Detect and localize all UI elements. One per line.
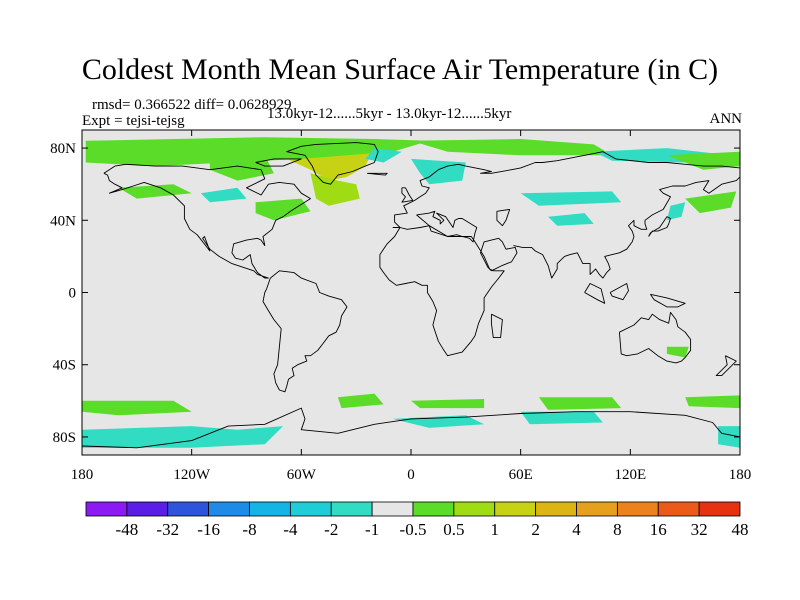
anomaly-region [718,426,740,448]
colorbar-swatch [535,501,577,517]
coastline [650,293,686,308]
colorbar-label: -32 [156,520,179,539]
x-tick-label: 180 [729,467,752,483]
coastline [392,151,740,228]
colorbar-swatch [126,501,169,517]
x-tick-label: 120W [173,467,211,483]
anomaly-region [666,346,689,358]
axis-ticks: 180 120W 60W 0 60E 120E 180 80N 40N 0 40S 80S [50,130,751,483]
anomaly-region [200,187,247,203]
y-tick-label: 80N [50,141,76,157]
anomaly-region [255,198,311,221]
colorbar-swatch [330,501,373,517]
coastline [618,311,692,364]
colorbar-swatch [412,501,455,517]
colorbar-swatch [289,501,332,517]
colorbar-label: 0.5 [443,520,464,539]
colorbar-label: 1 [491,520,500,539]
colorbar-swatch [208,501,250,517]
anomaly-region [118,184,192,199]
coastline [103,163,311,279]
colorbar-label: -4 [283,520,298,539]
coastline [584,283,606,304]
coastline [490,313,503,339]
anomaly-region [520,191,622,206]
x-tick-label: 60E [509,467,533,483]
y-tick-label: 40N [50,213,76,229]
colorbar: -48 -32 -16 -8 -4 -2 -1 -0.5 0.5 1 2 4 8 16 32 48 [85,501,749,539]
season-label: ANN [709,111,743,127]
anomaly-layer [82,137,740,448]
coastline [609,283,629,301]
colorbar-label: -0.5 [400,520,427,539]
x-tick-label: 60W [287,467,317,483]
x-tick-label: 0 [407,467,415,483]
anomaly-region [337,393,384,409]
colorbar-swatch [616,501,659,517]
colorbar-label: -16 [197,520,220,539]
experiment-label: Expt = tejsi-tejsg [82,113,185,129]
colorbar-swatch [453,501,496,517]
coastline [416,210,478,243]
colorbar-label: 2 [531,520,540,539]
anomaly-region [82,426,284,448]
anomaly-region [685,395,740,409]
colorbar-swatch [657,501,700,517]
anomaly-region [411,399,485,409]
coastline [286,142,379,185]
colorbar-label: 32 [691,520,708,539]
x-tick-label: 120E [614,467,646,483]
colorbar-swatch [249,501,291,517]
colorbar-label: -2 [324,520,338,539]
anomaly-region [548,213,594,226]
anomaly-region [365,148,402,163]
x-tick-label: 180 [71,467,94,483]
colorbar-label: -48 [116,520,139,539]
colorbar-swatch [85,501,128,517]
coastline [480,237,518,272]
colorbar-swatch [167,501,210,517]
anomaly-region [685,191,737,214]
coastline [496,208,511,227]
coastline [648,216,671,237]
anomaly-region [666,202,686,221]
coastline [262,270,348,393]
anomaly-region [85,137,430,167]
map-background [82,130,740,455]
anomaly-region [538,397,622,410]
coastline [513,176,740,279]
colorbar-swatch [494,501,537,517]
coastline [82,407,740,449]
y-tick-label: 80S [53,430,76,446]
colorbar-label: 16 [650,520,667,539]
colorbar-label: -8 [242,520,256,539]
coastline [715,355,737,377]
colorbar-label: 4 [572,520,581,539]
colorbar-label: 48 [732,520,749,539]
anomaly-region [666,151,740,170]
coastline [379,225,505,357]
page-title: Coldest Month Mean Surface Air Temperatu… [81,53,719,86]
anomaly-region [520,411,603,425]
y-tick-label: 0 [69,286,77,302]
stats-text: rmsd= 0.366522 diff= 0.0628929 [92,97,292,113]
coastline [401,187,414,203]
anomaly-region [82,400,192,416]
colorbar-label: 8 [613,520,622,539]
coastline [367,172,388,176]
y-tick-label: 40S [53,358,76,374]
coastline-layer [82,142,740,449]
anomaly-region [411,139,613,156]
colorbar-swatch [698,501,741,517]
colorbar-label: -1 [365,520,379,539]
colorbar-swatch [576,501,618,517]
colorbar-swatch [371,501,414,517]
expression-label: 13.0kyr-12......5kyr - 13.0kyr-12......5… [267,106,512,122]
coastline [255,158,302,167]
anomaly-region [209,151,274,181]
